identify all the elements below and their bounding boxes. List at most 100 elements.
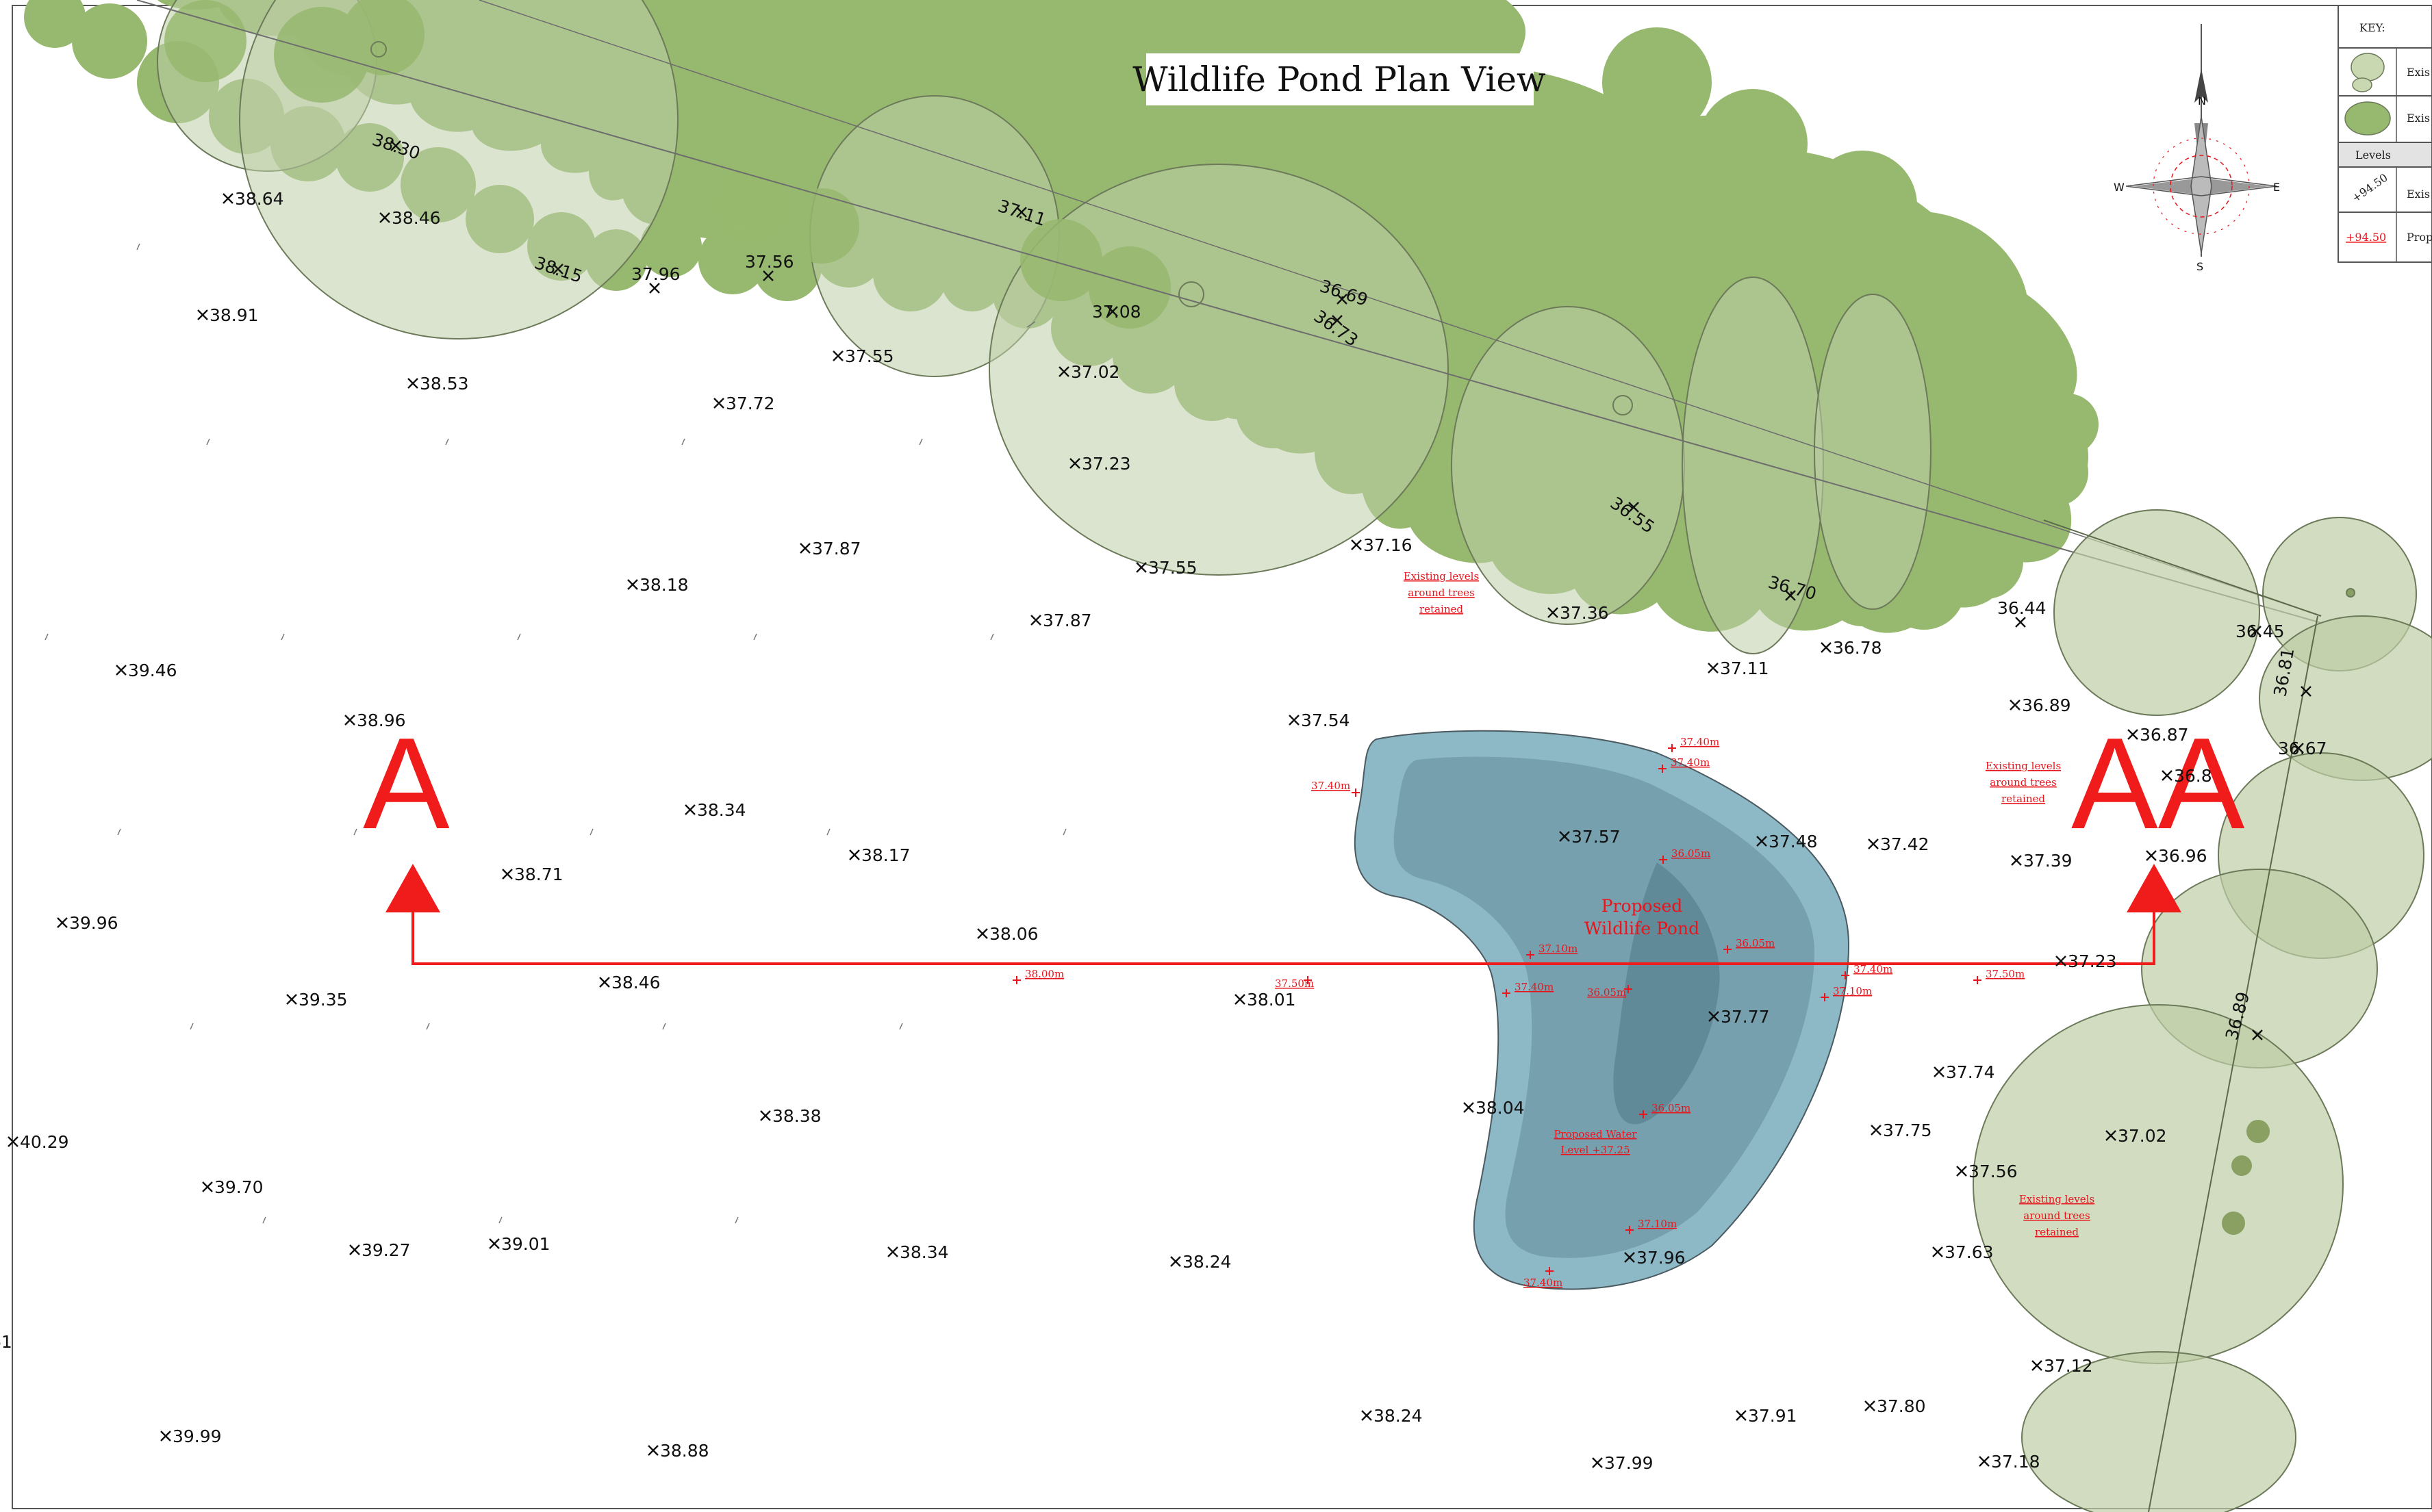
- spot-level: 38.46: [599, 973, 661, 992]
- proposed-level-label: 37.10m: [1638, 1218, 1677, 1230]
- spot-level-label: 38.53: [420, 374, 469, 394]
- spot-level-label: 38.24: [1182, 1252, 1232, 1272]
- legend-key: KEY: Exis Exis Levels +94.50 Exis +94.50…: [2338, 5, 2432, 263]
- proposed-level: 36.05m: [1639, 1102, 1690, 1118]
- compass-s: S: [2196, 260, 2203, 273]
- water-level-2: Level +37.25: [1560, 1144, 1630, 1156]
- spot-level: 37.80: [1864, 1396, 1926, 1416]
- proposed-level: 37.10m: [1821, 985, 1872, 1001]
- spot-level-label: 37.02: [1071, 362, 1120, 382]
- title-block: Wildlife Pond Plan View: [1132, 53, 1546, 105]
- proposed-level-label: 37.50m: [1275, 977, 1314, 990]
- spot-level-label: 37.16: [1363, 535, 1413, 555]
- spot-level-label: 40.29: [20, 1132, 69, 1152]
- north-arrow-icon: N S E W: [2114, 24, 2280, 273]
- proposed-level-label: 37.40m: [1680, 736, 1719, 748]
- svg-text:around trees: around trees: [2023, 1209, 2090, 1222]
- proposed-level-label: 37.50m: [1986, 968, 2025, 980]
- spot-level-label: 37.36: [1560, 603, 1609, 623]
- section-mark-left: A: [363, 711, 450, 856]
- spot-level: 37.54: [1289, 710, 1350, 730]
- spot-level: 38.91: [197, 305, 259, 325]
- spot-level-label: 37.99: [1604, 1453, 1654, 1473]
- spot-level: 40.29: [8, 1132, 69, 1152]
- spot-level: 37.72: [713, 394, 775, 413]
- survey-ticks: [45, 243, 1067, 1224]
- spot-level-label: 39.27: [362, 1240, 411, 1260]
- spot-level-label: 38.88: [660, 1441, 709, 1461]
- spot-level-label: 36.44: [1997, 598, 2047, 618]
- spot-level-label: 36.8: [2174, 766, 2212, 786]
- spot-level-label: 37.12: [2044, 1356, 2093, 1376]
- spot-level: 37.02: [1059, 362, 1120, 382]
- spot-level: 37.99: [1592, 1453, 1654, 1473]
- spot-level: 37.91: [1736, 1406, 1797, 1426]
- spot-level: 37.08: [1092, 302, 1141, 322]
- proposed-level-label: 37.40m: [1671, 756, 1710, 769]
- spot-level: 37.57: [1559, 827, 1621, 847]
- pond-label-2: Wildlife Pond: [1584, 919, 1699, 938]
- spot-level: 38.53: [407, 374, 469, 394]
- svg-text:retained: retained: [1419, 603, 1463, 615]
- proposed-level-label: 37.40m: [1523, 1277, 1562, 1289]
- proposed-level: 37.40m: [1841, 963, 1892, 979]
- spot-level-label: 37.96: [631, 264, 681, 284]
- spot-level-label: 39.01: [501, 1234, 550, 1254]
- spot-level: 37.18: [1979, 1452, 2040, 1472]
- spot-level-label: 37.02: [2118, 1126, 2167, 1146]
- svg-text:retained: retained: [2035, 1226, 2079, 1238]
- spot-level-label: 38.96: [357, 710, 406, 730]
- spot-level: 37.87: [800, 539, 861, 559]
- spot-level-label: 39.96: [69, 913, 118, 933]
- proposed-level-label: 37.10m: [1538, 943, 1578, 955]
- spot-level: 38.04: [1463, 1098, 1525, 1118]
- spot-level: 39.01: [489, 1234, 550, 1254]
- spot-level-label: 36.87: [2140, 725, 2189, 745]
- spot-level: 37.12: [2031, 1356, 2093, 1376]
- spot-level: 38.64: [223, 189, 284, 209]
- spot-level-label: 36.78: [1833, 638, 1882, 658]
- spot-level-label: 38.18: [639, 575, 689, 595]
- spot-level: 38.06: [977, 924, 1039, 944]
- proposed-level-label: 37.10m: [1833, 985, 1872, 997]
- spot-level: 39.99: [160, 1426, 222, 1446]
- spot-level: 61: [0, 1332, 12, 1352]
- proposed-level-label: 36.05m: [1736, 937, 1775, 949]
- key-proposed-label: Prop: [2407, 231, 2432, 244]
- proposed-level-label: 38.00m: [1025, 968, 1064, 980]
- spot-level: 38.46: [379, 208, 441, 228]
- key-levels-heading: Levels: [2355, 149, 2391, 162]
- spot-level-label: 37.42: [1880, 834, 1929, 854]
- spot-level: 37.42: [1868, 834, 1929, 854]
- spot-level: 39.27: [349, 1240, 411, 1260]
- spot-level: 37.39: [2011, 851, 2073, 871]
- spot-level: 37.96: [631, 264, 681, 294]
- spot-level: 38.96: [344, 710, 406, 730]
- spot-level-label: 38.34: [697, 800, 746, 820]
- spot-level-label: 38.01: [1247, 990, 1296, 1010]
- spot-level: 37.36: [1547, 603, 1609, 623]
- spot-level: 38.34: [887, 1242, 949, 1262]
- proposed-level-label: 37.40m: [1853, 963, 1892, 975]
- spot-level: 38.24: [1361, 1406, 1423, 1426]
- spot-level: 39.35: [286, 990, 348, 1010]
- spot-level: 39.96: [57, 913, 118, 933]
- proposed-level: 37.40m: [1502, 981, 1554, 997]
- svg-text:Existing levels: Existing levels: [1986, 760, 2061, 772]
- spot-level-label: 38.71: [514, 864, 563, 884]
- spot-level: 37.87: [1030, 611, 1092, 630]
- svg-text:around trees: around trees: [1408, 587, 1475, 599]
- spot-level: 37.02: [2105, 1126, 2167, 1146]
- key-existing-label: Exis: [2407, 188, 2430, 201]
- spot-level-label: 37.72: [726, 394, 775, 413]
- spot-level-label: 39.35: [299, 990, 348, 1010]
- spot-level: 36.87: [2127, 725, 2189, 745]
- spot-level: 37.11: [1708, 658, 1769, 678]
- spot-level-label: 38.04: [1475, 1098, 1525, 1118]
- spot-level-label: 37.11: [1720, 658, 1769, 678]
- page-title: Wildlife Pond Plan View: [1132, 60, 1546, 99]
- spot-level-label: 37.80: [1877, 1396, 1926, 1416]
- spot-level: 38.34: [685, 800, 746, 820]
- spot-level-label: 37.23: [2068, 951, 2117, 971]
